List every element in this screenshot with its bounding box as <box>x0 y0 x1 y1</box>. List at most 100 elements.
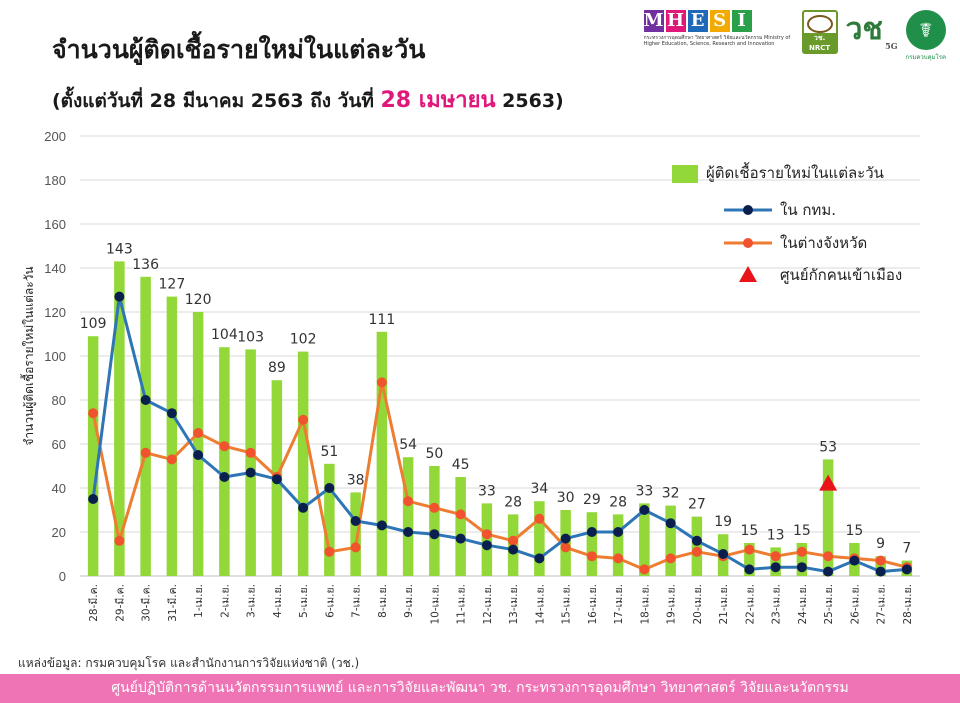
bar <box>822 459 834 576</box>
provinces-point <box>166 454 177 465</box>
provinces-point <box>639 564 650 575</box>
x-tick-label: 28-มี.ค. <box>87 584 100 622</box>
x-tick-label: 8-เม.ย. <box>377 584 389 618</box>
bar-data-label: 104 <box>211 327 238 343</box>
y-tick-label: 20 <box>52 525 66 540</box>
x-tick-label: 31-มี.ค. <box>166 584 179 622</box>
bangkok-point <box>245 467 256 478</box>
bangkok-legend-marker <box>743 205 753 215</box>
bar-data-label: 19 <box>714 514 732 530</box>
y-tick-label: 120 <box>44 305 66 320</box>
y-tick-label: 140 <box>44 261 66 276</box>
bar-data-label: 15 <box>740 523 758 539</box>
bangkok-point <box>691 535 702 546</box>
x-tick-label: 6-เม.ย. <box>324 584 336 618</box>
bangkok-point <box>508 544 519 555</box>
x-tick-label: 4-เม.ย. <box>272 584 284 618</box>
bar-data-label: 32 <box>662 486 680 502</box>
bangkok-point <box>324 483 335 493</box>
mhesi-letter: H <box>665 10 686 32</box>
bangkok-point <box>455 533 466 544</box>
x-tick-label: 23-เม.ย. <box>771 584 783 625</box>
x-tick-label: 22-เม.ย. <box>744 584 756 625</box>
bar-data-label: 51 <box>320 444 338 460</box>
provinces-point <box>245 447 256 458</box>
bar-data-label: 50 <box>425 446 443 462</box>
provinces-line <box>91 380 908 571</box>
bar <box>219 347 230 576</box>
data-source-note: แหล่งข้อมูล: กรมควบคุมโรค และสำนักงานการ… <box>18 656 360 670</box>
x-tick-label: 14-เม.ย. <box>534 584 546 625</box>
bar-data-label: 143 <box>106 241 133 257</box>
bar <box>192 312 204 576</box>
bangkok-point <box>193 450 204 460</box>
quarantine-legend-marker <box>739 266 757 282</box>
bangkok-point <box>350 516 361 526</box>
bar <box>586 512 598 576</box>
bar-data-label: 9 <box>876 536 885 552</box>
bangkok-point <box>88 494 99 504</box>
x-tick-label: 28-เม.ย. <box>902 584 914 625</box>
page-title: จำนวนผู้ติดเชื้อรายใหม่ในแต่ละวัน <box>52 35 426 64</box>
provinces-point <box>770 551 781 562</box>
x-tick-label: 15-เม.ย. <box>561 584 573 625</box>
provinces-point <box>403 496 414 507</box>
bar-data-label: 13 <box>767 527 785 543</box>
provinces-point <box>481 529 492 540</box>
bar-data-label: 45 <box>452 457 470 473</box>
bar-data-label: 89 <box>268 360 286 376</box>
bangkok-point <box>219 472 230 482</box>
nrct-5g-logo: วช 5G <box>846 10 898 50</box>
x-tick-label: 29-มี.ค. <box>113 584 126 622</box>
bar <box>639 503 650 576</box>
bar-data-label: 29 <box>583 492 601 508</box>
legend-label-daily: ผู้ติดเชื้อรายใหม่ในแต่ละวัน <box>706 162 884 182</box>
provinces-point <box>613 553 624 564</box>
bar <box>875 556 886 576</box>
bar-data-label: 28 <box>609 494 627 510</box>
provinces-point <box>744 544 755 555</box>
bar <box>744 543 755 576</box>
bar <box>166 296 178 576</box>
nrct-logo: วช. NRCT <box>801 10 838 54</box>
y-tick-label: 40 <box>52 481 66 496</box>
bar-data-label: 136 <box>132 257 159 273</box>
y-tick-label: 180 <box>44 173 66 188</box>
bangkok-point <box>166 408 177 419</box>
x-tick-label: 2-เม.ย. <box>219 584 231 618</box>
x-tick-label: 5-เม.ย. <box>298 584 310 618</box>
bangkok-point <box>560 533 571 544</box>
provinces-point <box>665 553 676 564</box>
bar-data-label: 28 <box>504 494 522 510</box>
bangkok-point <box>665 518 676 529</box>
subtitle-highlight-date: 28 เมษายน <box>380 88 496 113</box>
x-tick-label: 13-เม.ย. <box>508 584 520 625</box>
bangkok-point <box>823 566 834 577</box>
bar-data-label: 34 <box>530 481 548 497</box>
ddc-logo-text: กรมควบคุมโรค <box>905 54 946 61</box>
x-tick-label: 10-เม.ย. <box>429 584 441 625</box>
bar-data-label: 33 <box>635 483 653 499</box>
bar-data-label: 102 <box>290 332 317 348</box>
x-tick-label: 7-เม.ย. <box>351 584 363 618</box>
bangkok-point <box>849 555 860 566</box>
x-tick-label: 16-เม.ย. <box>587 584 599 625</box>
provinces-point <box>534 513 545 524</box>
bangkok-point <box>875 566 886 577</box>
bangkok-point <box>140 395 151 405</box>
bar-data-label: 127 <box>159 277 186 293</box>
bar <box>429 466 440 576</box>
y-tick-label: 160 <box>44 217 66 232</box>
x-tick-label: 27-เม.ย. <box>876 584 888 625</box>
provinces-point <box>455 509 466 520</box>
y-tick-label: 80 <box>52 393 66 408</box>
x-tick-label: 24-เม.ย. <box>797 584 809 625</box>
provinces-point <box>193 428 204 438</box>
bar <box>297 351 309 576</box>
bangkok-point <box>534 553 545 564</box>
bar <box>455 477 466 576</box>
bar-data-label: 15 <box>845 523 863 539</box>
x-tick-label: 17-เม.ย. <box>613 584 625 625</box>
bangkok-point <box>481 540 492 551</box>
